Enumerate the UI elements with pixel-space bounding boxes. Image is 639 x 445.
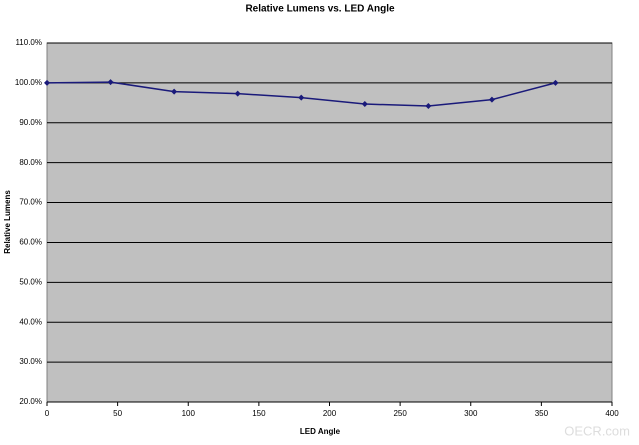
y-tick-label: 100.0% — [15, 78, 42, 87]
x-tick-label: 200 — [323, 409, 337, 418]
data-point — [488, 96, 495, 103]
x-tick-label: 50 — [113, 409, 122, 418]
x-tick-label: 150 — [252, 409, 266, 418]
data-point — [107, 79, 114, 86]
x-tick-label: 350 — [535, 409, 549, 418]
watermark: OECR.com — [564, 423, 630, 438]
x-tick-label: 400 — [605, 409, 619, 418]
y-tick-label: 30.0% — [19, 357, 42, 366]
x-tick-label: 100 — [182, 409, 196, 418]
x-axis-label: LED Angle — [300, 427, 341, 436]
y-tick-label: 20.0% — [19, 397, 42, 406]
y-tick-label: 60.0% — [19, 238, 42, 247]
data-point — [298, 94, 305, 101]
y-tick-label: 70.0% — [19, 198, 42, 207]
data-point — [361, 101, 368, 108]
x-tick-label: 300 — [464, 409, 478, 418]
y-tick-label: 90.0% — [19, 118, 42, 127]
data-point — [425, 103, 432, 110]
data-point — [171, 88, 178, 95]
y-axis-label: Relative Lumens — [3, 190, 12, 254]
x-tick-label: 250 — [393, 409, 407, 418]
data-point — [234, 90, 241, 97]
y-tick-label: 80.0% — [19, 158, 42, 167]
data-point — [552, 79, 559, 86]
x-tick-label: 0 — [45, 409, 50, 418]
chart-title: Relative Lumens vs. LED Angle — [245, 4, 395, 15]
y-tick-label: 110.0% — [15, 38, 42, 47]
plot-area — [46, 42, 613, 403]
data-point — [44, 79, 50, 86]
y-tick-label: 50.0% — [19, 277, 42, 286]
y-tick-label: 40.0% — [19, 317, 42, 326]
